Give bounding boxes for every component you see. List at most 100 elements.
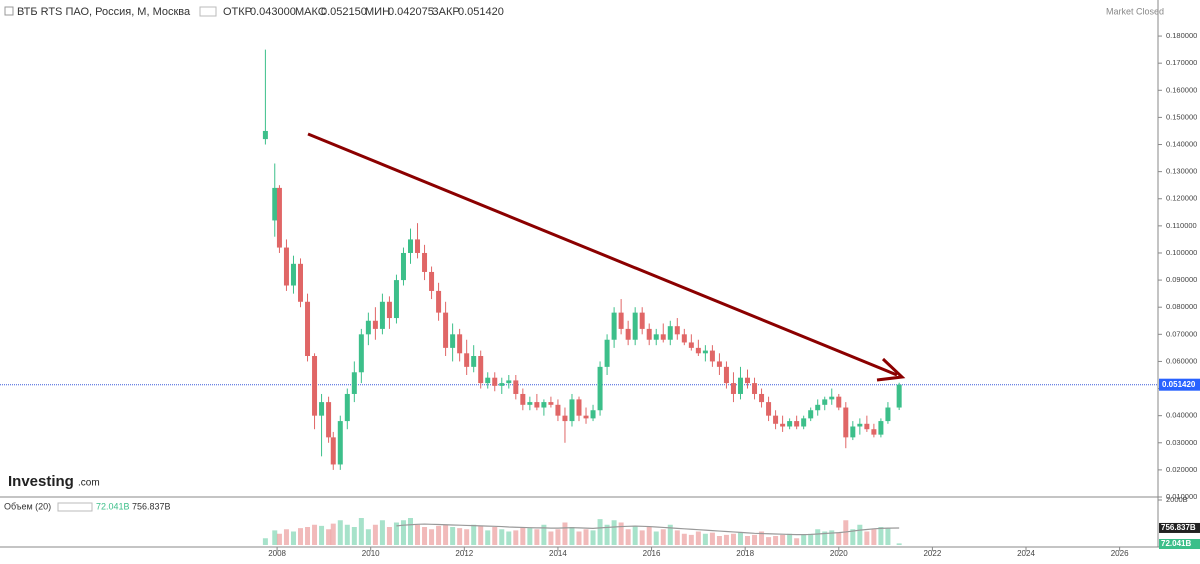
volume-bar — [850, 529, 856, 545]
volume-bar — [569, 527, 575, 545]
symbol: ВТБ RTS ПАО, Россия, M, Москва — [17, 6, 191, 18]
candle-body — [878, 421, 884, 435]
volume-bar — [597, 519, 603, 545]
volume-bar — [450, 527, 456, 545]
candle-body — [766, 402, 772, 416]
y-tick-label: 0.180000 — [1166, 31, 1197, 40]
volume-bar — [478, 525, 484, 545]
volume-bar — [548, 531, 554, 545]
candle-body — [562, 415, 568, 422]
candle-body — [393, 280, 399, 319]
trend-arrow — [307, 132, 898, 377]
volume-bar — [443, 524, 449, 545]
candle-body — [358, 334, 364, 373]
collapse-icon[interactable] — [4, 6, 14, 16]
y-tick-label: 0.100000 — [1166, 248, 1197, 257]
candle-body — [344, 393, 350, 422]
volume-tag-label: 72.041B — [1161, 539, 1191, 548]
candle-body — [745, 377, 751, 384]
candle-body — [625, 328, 631, 340]
candle-body — [422, 252, 428, 272]
candle-body — [436, 290, 442, 313]
volume-bar — [632, 525, 638, 545]
candle-body — [492, 377, 498, 386]
candle-body — [326, 402, 332, 438]
candle-body — [611, 312, 617, 340]
candle-body — [312, 356, 318, 416]
candle-body — [822, 399, 828, 405]
volume-bar — [312, 524, 318, 545]
candle-body — [415, 239, 421, 253]
candle-body — [773, 415, 779, 424]
volume-bar — [386, 527, 392, 545]
candle-body — [885, 407, 891, 422]
candle-body — [850, 426, 856, 438]
candle-body — [674, 326, 680, 335]
candle-body — [400, 252, 406, 281]
volume-bar — [272, 530, 278, 545]
candle-body — [297, 263, 303, 302]
volume-bar — [471, 524, 477, 545]
candle-body — [450, 334, 456, 348]
volume-bar — [541, 524, 547, 545]
candle-body — [618, 312, 624, 329]
volume-settings[interactable] — [57, 502, 93, 512]
candle-body — [534, 402, 540, 408]
settings-icon[interactable] — [199, 6, 217, 17]
candle-body — [478, 356, 484, 384]
volume-bar — [407, 518, 413, 545]
volume-bar — [836, 532, 842, 545]
candle-body — [604, 339, 610, 367]
volume-bar — [702, 533, 708, 545]
volume-ma — [396, 523, 900, 536]
volume-bar — [330, 523, 336, 545]
volume-tag — [1159, 539, 1200, 549]
open-value: 0.043000 — [250, 6, 296, 18]
last-price-tag — [1159, 378, 1200, 391]
volume-bar — [499, 529, 505, 545]
y-tick-label: 0.060000 — [1166, 356, 1197, 365]
candle-body — [681, 334, 687, 343]
volume-bar — [464, 529, 470, 545]
volume-bar — [653, 531, 659, 545]
open-label: ОТКР — [223, 6, 252, 18]
y-tick-label: 0.140000 — [1166, 140, 1197, 149]
volume-bar — [737, 532, 743, 545]
volume-last: 72.041B — [96, 501, 130, 511]
x-tick-label: 2012 — [455, 549, 473, 558]
volume-bar — [534, 529, 540, 545]
y-tick-label: 0.120000 — [1166, 194, 1197, 203]
candle-body — [305, 301, 311, 357]
volume-bar — [695, 531, 701, 545]
candle-body — [653, 334, 659, 340]
volume-bar — [808, 533, 814, 545]
volume-bar — [513, 530, 519, 545]
candle-body — [351, 372, 357, 394]
candle-body — [429, 271, 435, 291]
x-tick-label: 2016 — [643, 549, 661, 558]
y-tick-label: 0.130000 — [1166, 167, 1197, 176]
volume-bar — [639, 530, 645, 545]
candle-body — [283, 247, 289, 286]
candle-body — [262, 130, 268, 140]
candle-body — [290, 263, 296, 286]
candle-body — [808, 410, 814, 419]
candle-body — [794, 421, 800, 427]
candle-body — [829, 396, 835, 400]
high-value: 0.052150 — [321, 6, 367, 18]
volume-bar — [759, 531, 765, 545]
candle-body — [695, 347, 701, 354]
x-tick-label: 2014 — [549, 549, 567, 558]
candle-body — [337, 421, 343, 465]
candle-body — [386, 301, 392, 319]
volume-bar — [319, 525, 325, 545]
candle-body — [632, 312, 638, 340]
candle-body — [485, 377, 491, 384]
candle-body — [709, 350, 715, 362]
candle-body — [513, 380, 519, 394]
candle-body — [723, 366, 729, 384]
volume-bar — [829, 530, 835, 545]
volume-bar — [305, 527, 311, 545]
candle-body — [407, 239, 413, 253]
